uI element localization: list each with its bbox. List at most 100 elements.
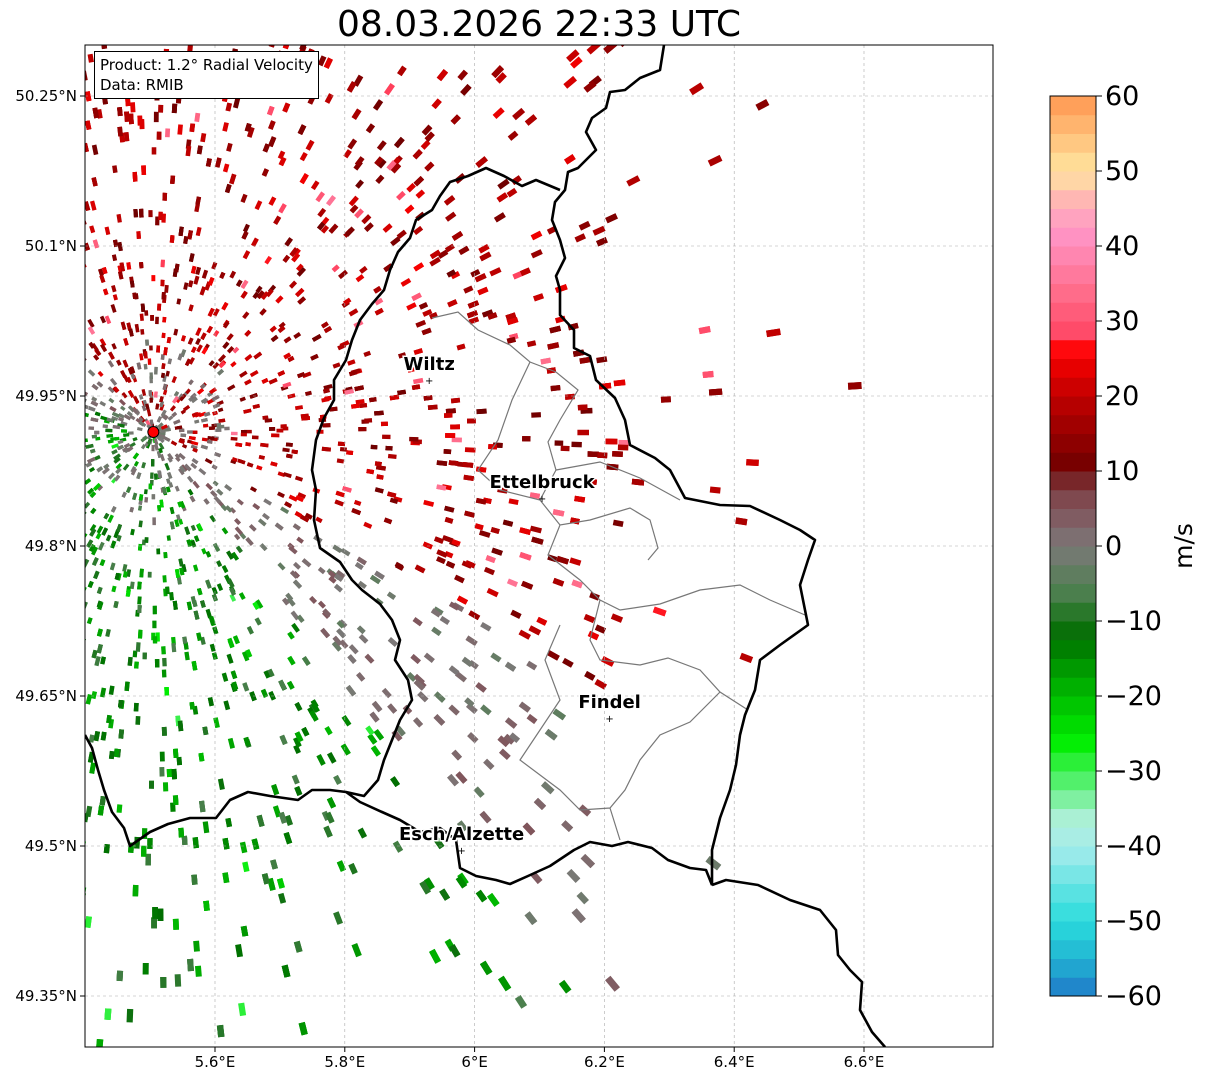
colorbar-band (1050, 227, 1096, 247)
colorbar-band (1050, 958, 1096, 978)
colorbar-tick-label: 50 (1105, 156, 1139, 187)
colorbar-band (1050, 396, 1096, 416)
colorbar-tick-label: 30 (1105, 306, 1139, 337)
colorbar-band (1050, 883, 1096, 903)
colorbar-band (1050, 621, 1096, 641)
colorbar-unit-label: m/s (1169, 523, 1198, 569)
colorbar-band (1050, 771, 1096, 791)
borders-layer (85, 45, 886, 1047)
lon-tick-label: 6.2°E (584, 1053, 625, 1071)
lat-tick-label: 49.35°N (15, 987, 77, 1005)
colorbar-band (1050, 977, 1096, 997)
map-title: 08.03.2026 22:33 UTC (336, 4, 742, 45)
lat-tick-label: 50.25°N (15, 87, 77, 105)
colorbar-band (1050, 152, 1096, 172)
city-marker: + (538, 494, 546, 505)
colorbar-band (1050, 658, 1096, 678)
colorbar-band (1050, 639, 1096, 659)
colorbar-band (1050, 696, 1096, 716)
colorbar-band (1050, 489, 1096, 509)
colorbar-band (1050, 114, 1096, 134)
latitude-ticks: 50.25°N 50.1°N 49.95°N 49.8°N 49.65°N 49.5°N 4… (15, 87, 85, 1005)
lat-tick-label: 49.8°N (25, 537, 77, 555)
colorbar-band (1050, 358, 1096, 378)
colorbar-ticks: 60 50 40 30 20 10 0 −10 −20 −30 −40 −50 −60 (1096, 81, 1162, 1012)
lon-tick-label: 5.6°E (195, 1053, 236, 1071)
lon-tick-label: 6.6°E (844, 1053, 885, 1071)
colorbar-band (1050, 302, 1096, 322)
country-borders (85, 45, 886, 1047)
city-label: Ettelbruck (490, 472, 596, 493)
colorbar-tick-label: −60 (1105, 981, 1162, 1012)
colorbar-band (1050, 546, 1096, 566)
data-source-label: Data: RMIB (100, 76, 184, 94)
colorbar-band (1050, 264, 1096, 284)
colorbar-band (1050, 846, 1096, 866)
city-label: Findel (578, 692, 641, 713)
lon-tick-label: 6°E (461, 1053, 488, 1071)
colorbar-band (1050, 246, 1096, 266)
lon-tick-label: 5.8°E (324, 1053, 365, 1071)
colorbar-tick-label: 0 (1105, 531, 1122, 562)
colorbar-band (1050, 827, 1096, 847)
colorbar-band (1050, 808, 1096, 828)
colorbar-tick-label: −20 (1105, 681, 1162, 712)
colorbar-band (1050, 864, 1096, 884)
map-plot-area: +Wiltz+Ettelbruck+Findel+Esch/Alzette 5.… (15, 44, 994, 1071)
colorbar-band (1050, 452, 1096, 472)
colorbar-tick-label: 20 (1105, 381, 1139, 412)
colorbar-band (1050, 471, 1096, 491)
product-label: Product: 1.2° Radial Velocity (100, 56, 313, 74)
colorbar-band (1050, 714, 1096, 734)
colorbar-bands (1050, 96, 1096, 997)
lat-tick-label: 49.5°N (25, 837, 77, 855)
colorbar-band (1050, 789, 1096, 809)
city-label: Esch/Alzette (399, 824, 524, 845)
colorbar: 60 50 40 30 20 10 0 −10 −20 −30 −40 −50 −60 m/s (1049, 81, 1198, 1012)
colorbar-band (1050, 208, 1096, 228)
colorbar-band (1050, 602, 1096, 622)
radar-velocity-echoes (85, 45, 862, 1047)
colorbar-band (1050, 752, 1096, 772)
colorbar-tick-label: 10 (1105, 456, 1139, 487)
colorbar-band (1050, 527, 1096, 547)
city-label: Wiltz (404, 354, 455, 375)
city-marker: + (605, 714, 613, 725)
colorbar-band (1050, 677, 1096, 697)
longitude-ticks: 5.6°E 5.8°E 6°E 6.2°E 6.4°E 6.6°E (195, 1047, 885, 1071)
colorbar-band (1050, 902, 1096, 922)
colorbar-band (1050, 189, 1096, 209)
colorbar-tick-label: −10 (1105, 606, 1162, 637)
colorbar-band (1050, 414, 1096, 434)
city-marker: + (457, 846, 465, 857)
colorbar-band (1050, 96, 1096, 116)
colorbar-band (1050, 583, 1096, 603)
lon-tick-label: 6.4°E (714, 1053, 755, 1071)
colorbar-band (1050, 921, 1096, 941)
colorbar-tick-label: 40 (1105, 231, 1139, 262)
colorbar-band (1050, 283, 1096, 303)
colorbar-band (1050, 733, 1096, 753)
canton-boundaries (431, 311, 806, 841)
colorbar-band (1050, 339, 1096, 359)
colorbar-band (1050, 433, 1096, 453)
city-marker: + (425, 376, 433, 387)
city-labels: +Wiltz+Ettelbruck+Findel+Esch/Alzette (397, 353, 642, 858)
graticule-grid (85, 45, 993, 1047)
lat-tick-label: 50.1°N (25, 237, 77, 255)
colorbar-tick-label: −30 (1105, 756, 1162, 787)
colorbar-tick-label: −40 (1105, 831, 1162, 862)
product-info-box: Product: 1.2° Radial Velocity Data: RMIB (94, 51, 319, 99)
colorbar-band (1050, 508, 1096, 528)
colorbar-band (1050, 564, 1096, 584)
colorbar-tick-label: 60 (1105, 81, 1139, 112)
lat-tick-label: 49.95°N (15, 387, 77, 405)
radar-site-marker (147, 426, 160, 438)
colorbar-band (1050, 133, 1096, 153)
colorbar-band (1050, 171, 1096, 191)
colorbar-band (1050, 321, 1096, 341)
colorbar-band (1050, 939, 1096, 959)
colorbar-tick-label: −50 (1105, 906, 1162, 937)
colorbar-band (1050, 377, 1096, 397)
